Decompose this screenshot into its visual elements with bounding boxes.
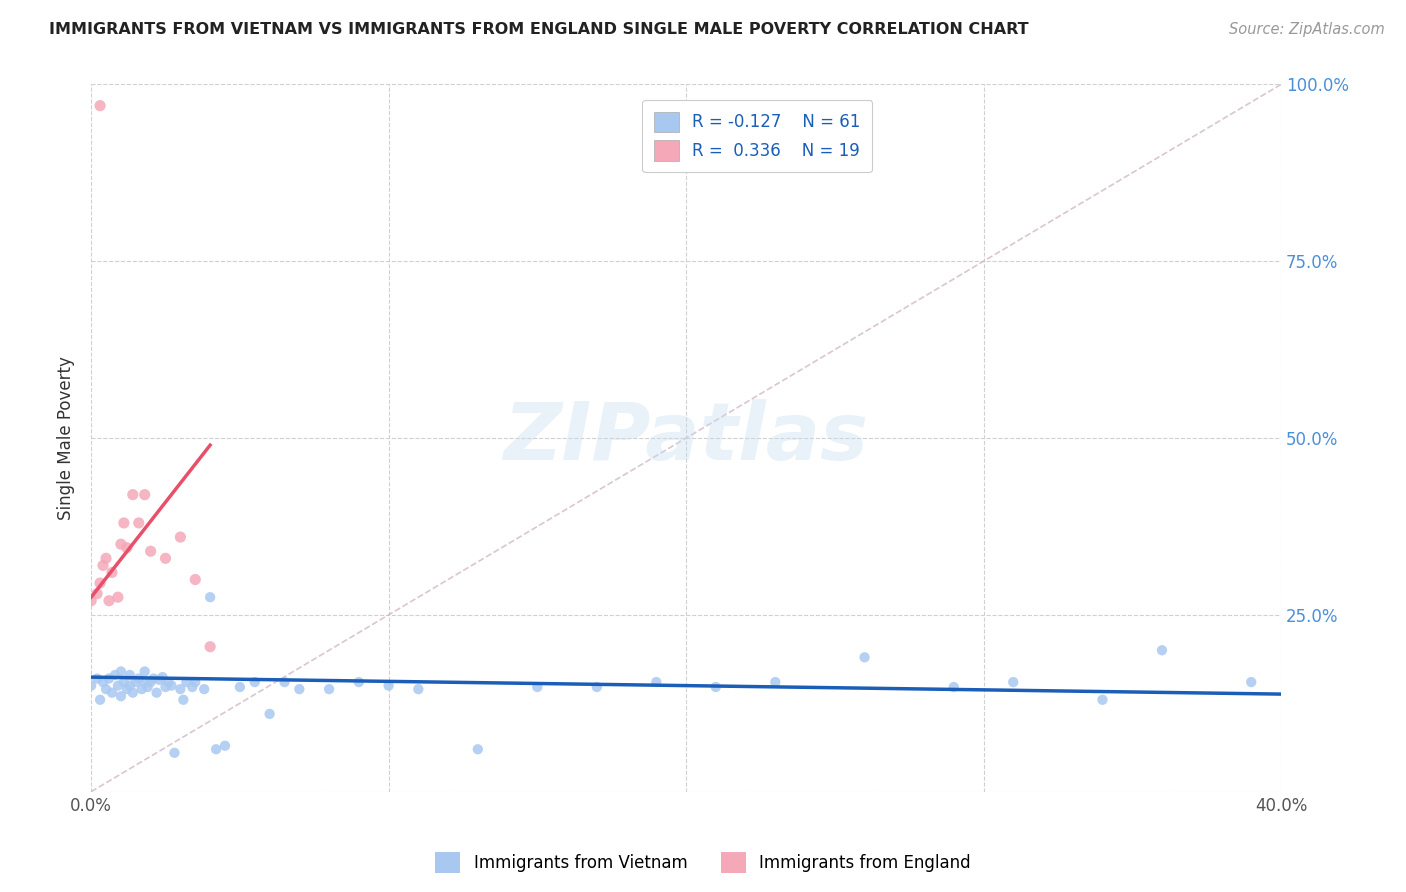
Point <box>134 488 156 502</box>
Y-axis label: Single Male Poverty: Single Male Poverty <box>58 356 75 520</box>
Point <box>198 591 221 605</box>
Point <box>107 591 129 605</box>
Point <box>152 670 174 684</box>
Point <box>853 650 876 665</box>
Legend: R = -0.127    N = 61, R =  0.336    N = 19: R = -0.127 N = 61, R = 0.336 N = 19 <box>643 100 873 172</box>
Point <box>408 682 430 697</box>
Point <box>148 673 170 687</box>
Point <box>110 690 132 704</box>
Point <box>243 675 266 690</box>
Point <box>273 675 295 690</box>
Point <box>1150 643 1173 657</box>
Point <box>169 682 191 697</box>
Point <box>142 672 165 686</box>
Point <box>184 675 207 690</box>
Point <box>110 537 132 551</box>
Point <box>80 593 103 607</box>
Point <box>121 686 143 700</box>
Point <box>80 679 103 693</box>
Point <box>259 706 281 721</box>
Point <box>128 672 150 686</box>
Point <box>184 573 207 587</box>
Point <box>377 679 399 693</box>
Point <box>288 682 311 697</box>
Point <box>101 686 124 700</box>
Point <box>347 675 370 690</box>
Point <box>526 680 548 694</box>
Point <box>139 544 162 558</box>
Point <box>205 742 228 756</box>
Point <box>131 682 153 697</box>
Point <box>467 742 489 756</box>
Point <box>98 593 121 607</box>
Point <box>157 675 180 690</box>
Point <box>112 675 135 690</box>
Text: ZIPatlas: ZIPatlas <box>503 399 869 477</box>
Point <box>136 680 159 694</box>
Point <box>107 679 129 693</box>
Point <box>942 680 965 694</box>
Point <box>134 665 156 679</box>
Point <box>176 675 198 690</box>
Point <box>89 692 111 706</box>
Point <box>198 640 221 654</box>
Point <box>112 516 135 530</box>
Point <box>155 680 177 694</box>
Point <box>94 551 117 566</box>
Text: Source: ZipAtlas.com: Source: ZipAtlas.com <box>1229 22 1385 37</box>
Point <box>86 587 108 601</box>
Point <box>1002 675 1025 690</box>
Point <box>94 682 117 697</box>
Point <box>585 680 607 694</box>
Point <box>115 682 138 697</box>
Point <box>128 516 150 530</box>
Point <box>318 682 340 697</box>
Point <box>169 530 191 544</box>
Point <box>1091 692 1114 706</box>
Text: IMMIGRANTS FROM VIETNAM VS IMMIGRANTS FROM ENGLAND SINGLE MALE POVERTY CORRELATI: IMMIGRANTS FROM VIETNAM VS IMMIGRANTS FR… <box>49 22 1029 37</box>
Point <box>118 668 141 682</box>
Point <box>145 686 167 700</box>
Point <box>645 675 668 690</box>
Point <box>139 675 162 690</box>
Point <box>89 98 111 112</box>
Point <box>763 675 786 690</box>
Point <box>91 675 114 690</box>
Point <box>163 746 186 760</box>
Legend: Immigrants from Vietnam, Immigrants from England: Immigrants from Vietnam, Immigrants from… <box>429 846 977 880</box>
Point <box>101 566 124 580</box>
Point <box>98 672 121 686</box>
Point <box>104 668 127 682</box>
Point <box>1240 675 1263 690</box>
Point <box>86 672 108 686</box>
Point <box>89 576 111 591</box>
Point <box>121 488 143 502</box>
Point <box>214 739 236 753</box>
Point <box>160 679 183 693</box>
Point <box>110 665 132 679</box>
Point <box>181 680 204 694</box>
Point <box>91 558 114 573</box>
Point <box>229 680 252 694</box>
Point <box>134 675 156 690</box>
Point <box>115 541 138 555</box>
Point <box>704 680 727 694</box>
Point <box>193 682 215 697</box>
Point <box>125 675 148 690</box>
Point <box>118 679 141 693</box>
Point <box>172 692 194 706</box>
Point <box>155 551 177 566</box>
